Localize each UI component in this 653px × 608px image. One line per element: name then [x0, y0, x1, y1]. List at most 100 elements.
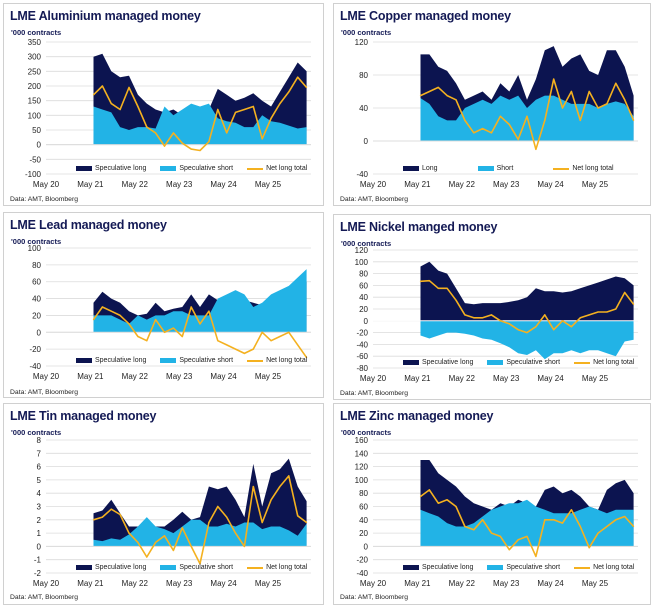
net-point — [632, 119, 635, 121]
legend-swatch — [160, 565, 177, 570]
net-point — [464, 525, 466, 528]
net-point — [517, 329, 519, 331]
area-speculative-long — [420, 46, 634, 141]
net-point — [455, 99, 457, 101]
line-net-long-total — [93, 475, 308, 565]
net-point — [464, 314, 466, 316]
net-point — [288, 475, 290, 477]
net-point — [624, 515, 626, 518]
legend-label: Net long total — [266, 357, 308, 364]
chart-legend: Speculative long Speculative short Net lon… — [403, 564, 634, 571]
y-tick-label: 1 — [37, 529, 42, 538]
net-point — [172, 549, 174, 551]
net-point — [499, 535, 501, 538]
net-point — [561, 320, 564, 322]
y-tick-label: 80 — [32, 261, 41, 270]
y-tick-label: -60 — [356, 352, 368, 361]
y-tick-label: 350 — [28, 38, 42, 47]
net-point — [199, 149, 201, 152]
x-tick-label: May 25 — [582, 180, 609, 189]
x-tick-label: May 20 — [33, 180, 60, 189]
x-tick-label: May 22 — [449, 180, 476, 189]
x-tick-label: May 20 — [360, 180, 387, 189]
net-point — [615, 519, 617, 521]
net-point — [252, 348, 254, 350]
x-tick-label: May 23 — [166, 180, 193, 189]
net-point — [226, 132, 228, 134]
net-point — [146, 556, 148, 558]
y-tick-label: -40 — [356, 340, 368, 349]
net-point — [579, 119, 581, 121]
net-point — [428, 489, 430, 491]
net-point — [110, 508, 112, 510]
area-speculative-long — [420, 261, 634, 321]
chart-title: LME Copper managed money — [340, 9, 511, 23]
x-tick-label: May 25 — [255, 372, 282, 381]
net-point — [419, 280, 422, 282]
net-point — [526, 535, 528, 538]
x-tick-label: May 23 — [166, 579, 193, 588]
net-point — [270, 499, 272, 501]
net-point — [163, 331, 166, 333]
net-point — [526, 332, 528, 334]
x-tick-label: May 25 — [255, 180, 282, 189]
net-point — [172, 132, 174, 134]
y-tick-label: -40 — [29, 362, 41, 371]
y-tick-label: 0 — [364, 317, 369, 326]
area-speculative-short — [420, 320, 634, 360]
x-tick-label: May 20 — [360, 374, 387, 383]
y-tick-label: -100 — [25, 170, 42, 179]
net-point — [606, 525, 608, 528]
chart-legend: Speculative long Speculative short Net lon… — [403, 359, 634, 366]
chart-panel-lead: LME Lead managed money '000 contracts Da… — [3, 212, 324, 398]
net-point — [597, 107, 599, 109]
y-tick-label: 20 — [359, 529, 368, 538]
net-point — [92, 519, 95, 521]
chart-title: LME Tin managed money — [10, 409, 157, 423]
net-point — [437, 86, 439, 88]
net-point — [499, 115, 501, 117]
y-tick-label: 3 — [37, 503, 42, 512]
chart-title: LME Zinc managed money — [340, 409, 494, 423]
x-tick-label: May 20 — [33, 579, 60, 588]
legend-swatch — [76, 166, 92, 171]
net-point — [146, 340, 148, 342]
net-point — [92, 94, 95, 96]
y-tick-label: 20 — [359, 305, 368, 314]
chart-source: Data: AMT, Bloomberg — [340, 594, 408, 601]
net-point — [208, 521, 210, 524]
net-point — [437, 287, 439, 289]
legend-label: Speculative long — [95, 165, 147, 172]
legend-label: Short — [496, 165, 514, 172]
legend-item-net: Net long total — [247, 165, 307, 172]
net-point — [455, 505, 457, 508]
net-point — [305, 521, 308, 524]
net-point — [535, 555, 537, 557]
y-tick-label: 100 — [355, 476, 369, 485]
net-point — [606, 103, 608, 105]
net-point — [119, 314, 121, 317]
chart-title: LME Nickel manged money — [340, 220, 498, 234]
net-point — [190, 148, 192, 150]
x-tick-label: May 21 — [404, 180, 431, 189]
net-point — [446, 95, 448, 97]
net-point — [92, 319, 95, 321]
net-point — [508, 323, 510, 325]
legend-item-short: Speculative short — [160, 564, 233, 571]
net-point — [570, 90, 573, 93]
x-tick-label: May 24 — [537, 374, 564, 383]
net-point — [208, 310, 210, 312]
legend-label: Speculative long — [422, 564, 474, 571]
y-tick-label: 0 — [37, 141, 42, 150]
legend-swatch — [477, 166, 494, 171]
net-point — [155, 132, 157, 134]
y-tick-label: -1 — [34, 556, 42, 565]
y-tick-label: -40 — [356, 170, 368, 179]
net-point — [535, 326, 537, 328]
net-point — [570, 509, 573, 511]
net-point — [297, 515, 299, 517]
net-point — [597, 311, 599, 313]
y-tick-label: 80 — [359, 71, 368, 80]
net-point — [305, 86, 308, 89]
legend-swatch — [403, 360, 419, 365]
